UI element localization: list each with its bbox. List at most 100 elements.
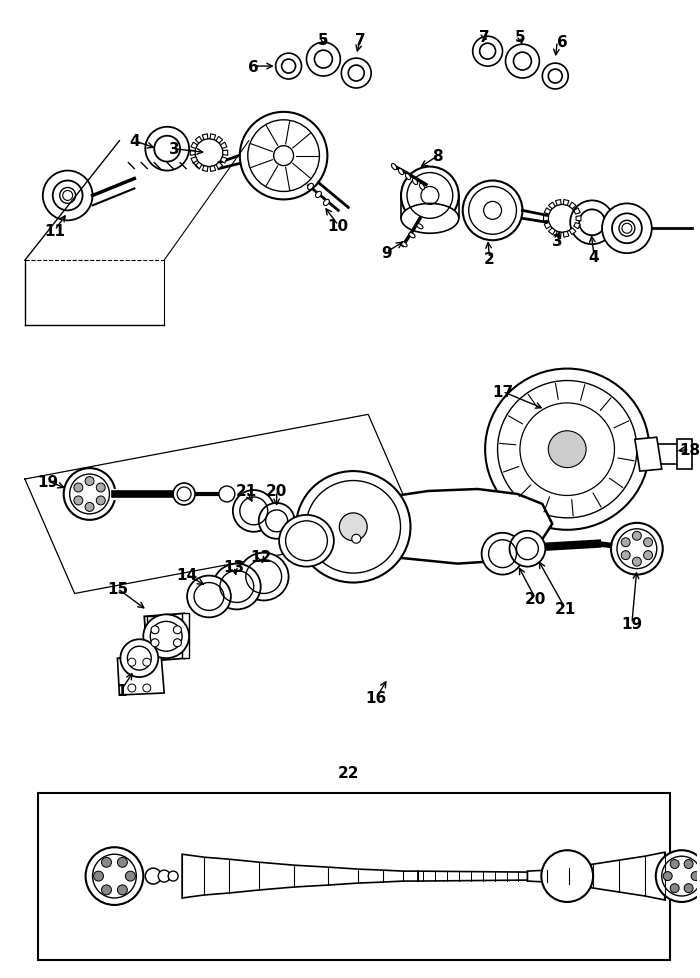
Ellipse shape <box>691 871 700 880</box>
Polygon shape <box>677 440 692 469</box>
Polygon shape <box>527 853 665 900</box>
Text: 13: 13 <box>223 559 244 574</box>
Ellipse shape <box>240 112 328 200</box>
Ellipse shape <box>316 192 321 199</box>
Text: 8: 8 <box>433 149 443 164</box>
Text: 22: 22 <box>337 766 359 780</box>
Polygon shape <box>210 135 216 141</box>
Ellipse shape <box>125 871 135 881</box>
Ellipse shape <box>85 847 144 905</box>
Ellipse shape <box>619 221 635 237</box>
Ellipse shape <box>64 468 116 520</box>
Polygon shape <box>182 855 418 898</box>
Ellipse shape <box>143 685 150 692</box>
Text: 4: 4 <box>129 134 140 149</box>
Ellipse shape <box>174 626 181 634</box>
Ellipse shape <box>401 243 407 247</box>
Ellipse shape <box>74 497 83 506</box>
Polygon shape <box>576 216 581 222</box>
Bar <box>38 793 670 959</box>
Text: 6: 6 <box>557 34 568 50</box>
Polygon shape <box>556 200 561 206</box>
Ellipse shape <box>94 871 104 881</box>
Ellipse shape <box>621 538 630 547</box>
Ellipse shape <box>670 884 679 893</box>
Text: 3: 3 <box>552 234 563 248</box>
Polygon shape <box>564 232 569 238</box>
Polygon shape <box>223 151 228 156</box>
Polygon shape <box>190 151 195 156</box>
Ellipse shape <box>412 179 417 186</box>
Ellipse shape <box>417 225 423 230</box>
Ellipse shape <box>684 860 693 868</box>
Ellipse shape <box>352 535 361 544</box>
Ellipse shape <box>463 181 522 241</box>
Text: 16: 16 <box>365 690 387 706</box>
Ellipse shape <box>74 483 83 493</box>
Ellipse shape <box>663 871 672 880</box>
Ellipse shape <box>611 523 663 575</box>
Ellipse shape <box>239 554 288 600</box>
Ellipse shape <box>405 174 411 180</box>
Ellipse shape <box>128 658 136 666</box>
Polygon shape <box>574 208 580 215</box>
Text: 7: 7 <box>355 32 365 48</box>
Ellipse shape <box>43 171 92 221</box>
Ellipse shape <box>505 45 540 79</box>
Ellipse shape <box>85 477 94 486</box>
Ellipse shape <box>621 552 630 560</box>
Polygon shape <box>191 157 197 164</box>
Polygon shape <box>220 157 227 164</box>
Ellipse shape <box>401 204 458 234</box>
Ellipse shape <box>276 54 302 80</box>
Ellipse shape <box>632 557 641 566</box>
Ellipse shape <box>482 533 524 575</box>
Polygon shape <box>216 163 223 170</box>
Ellipse shape <box>233 491 274 532</box>
Polygon shape <box>569 202 576 209</box>
Ellipse shape <box>143 658 150 666</box>
Ellipse shape <box>259 504 295 539</box>
Text: 2: 2 <box>484 251 495 266</box>
Ellipse shape <box>670 860 679 868</box>
Polygon shape <box>556 232 561 238</box>
Ellipse shape <box>151 639 159 647</box>
Ellipse shape <box>102 885 111 895</box>
Ellipse shape <box>146 128 189 171</box>
Text: 7: 7 <box>480 29 490 45</box>
Ellipse shape <box>97 483 105 493</box>
Ellipse shape <box>97 497 105 506</box>
Ellipse shape <box>151 626 159 634</box>
Ellipse shape <box>542 64 568 90</box>
Ellipse shape <box>296 471 410 583</box>
Polygon shape <box>195 137 202 144</box>
Ellipse shape <box>602 204 652 254</box>
Text: 19: 19 <box>622 616 643 631</box>
Ellipse shape <box>85 503 94 511</box>
Ellipse shape <box>213 564 260 609</box>
Ellipse shape <box>219 486 234 503</box>
Ellipse shape <box>632 532 641 541</box>
Ellipse shape <box>187 576 231 618</box>
Ellipse shape <box>643 552 652 560</box>
Text: 5: 5 <box>515 29 526 45</box>
Polygon shape <box>195 163 202 170</box>
Text: 1: 1 <box>116 683 127 697</box>
Ellipse shape <box>307 43 340 77</box>
Polygon shape <box>220 143 227 150</box>
Polygon shape <box>144 614 187 661</box>
Polygon shape <box>574 223 580 230</box>
Ellipse shape <box>342 59 371 89</box>
Text: 18: 18 <box>679 442 700 458</box>
Ellipse shape <box>340 513 368 541</box>
Ellipse shape <box>144 615 189 658</box>
Polygon shape <box>216 137 223 144</box>
Ellipse shape <box>146 868 161 884</box>
Polygon shape <box>569 229 576 236</box>
Polygon shape <box>544 223 551 230</box>
Ellipse shape <box>656 850 700 902</box>
Ellipse shape <box>398 169 404 175</box>
Ellipse shape <box>174 639 181 647</box>
Polygon shape <box>118 656 164 695</box>
Text: 21: 21 <box>554 601 576 616</box>
